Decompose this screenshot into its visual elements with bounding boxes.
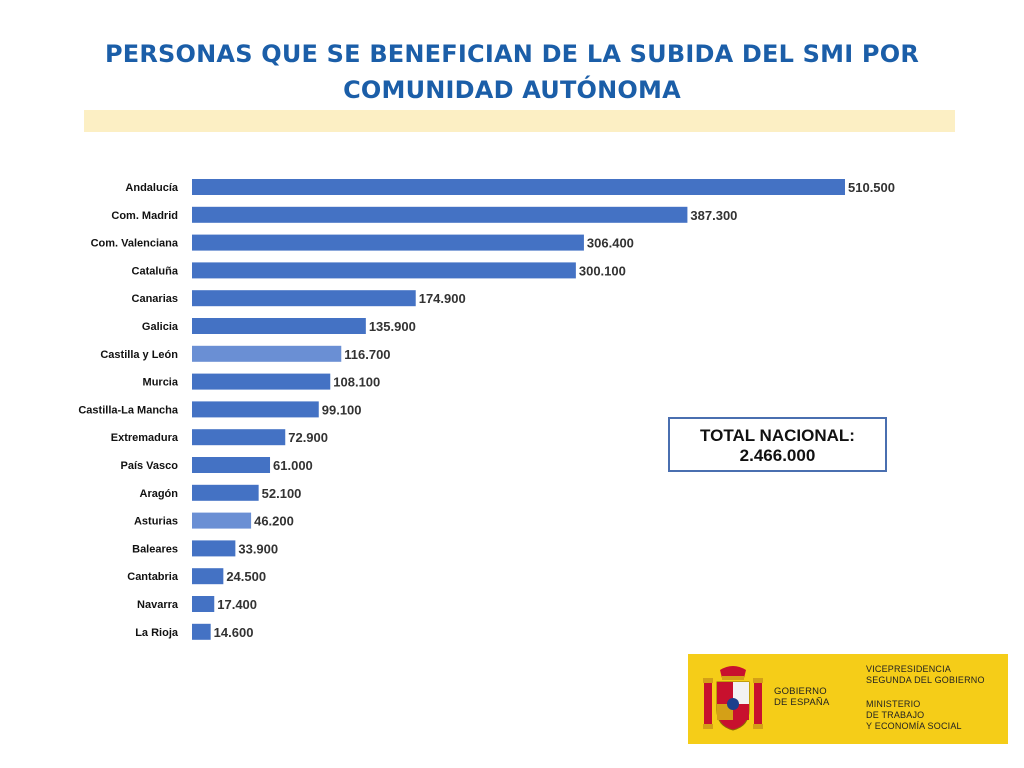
bar-castilla-y-leon (192, 345, 342, 362)
category-label-baleares: Baleares (132, 543, 178, 555)
total-nacional-box: TOTAL NACIONAL: 2.466.000 (668, 417, 887, 472)
gobierno-de-espana-text: GOBIERNO DE ESPAÑA (774, 686, 829, 708)
bar-pais-vasco (192, 457, 271, 473)
gov-line-2: DE ESPAÑA (774, 697, 830, 708)
value-label-andalucia: 510.500 (848, 180, 895, 195)
value-label-castilla-la-mancha: 99.100 (322, 402, 362, 417)
ministry-text: VICEPRESIDENCIA SEGUNDA DEL GOBIERNO MIN… (866, 664, 985, 732)
bar-navarra (192, 596, 215, 612)
vice-line-1: VICEPRESIDENCIA (866, 664, 952, 674)
bar-canarias (192, 290, 416, 307)
category-label-pais-vasco: País Vasco (121, 460, 179, 472)
value-label-canarias: 174.900 (419, 291, 466, 306)
category-label-cantabria: Cantabria (127, 571, 179, 583)
category-label-com-valenciana: Com. Valenciana (91, 238, 179, 250)
title-highlight-band (84, 110, 955, 132)
bar-castilla-la-mancha (192, 401, 319, 418)
bar-asturias (192, 512, 252, 529)
total-label: TOTAL NACIONAL: (700, 426, 855, 445)
gobierno-logo: GOBIERNO DE ESPAÑA VICEPRESIDENCIA SEGUN… (688, 654, 1008, 744)
value-label-la-rioja: 14.600 (214, 625, 254, 640)
value-label-asturias: 46.200 (254, 514, 294, 529)
chart-title: PERSONAS QUE SE BENEFICIAN DE LA SUBIDA … (60, 36, 964, 108)
value-label-murcia: 108.100 (333, 375, 380, 390)
coat-of-arms-icon (703, 666, 763, 731)
chart-title-line-2: COMUNIDAD AUTÓNOMA (343, 76, 681, 104)
category-label-navarra: Navarra (137, 599, 179, 611)
value-label-pais-vasco: 61.000 (273, 458, 313, 473)
gov-line-1: GOBIERNO (774, 686, 827, 697)
category-label-andalucia: Andalucía (125, 182, 178, 194)
value-label-cantabria: 24.500 (226, 569, 266, 584)
bar-andalucia (192, 179, 845, 195)
bar-cantabria (192, 568, 224, 585)
value-label-com-valenciana: 306.400 (587, 236, 634, 251)
bar-extremadura (192, 429, 286, 446)
category-label-asturias: Asturias (134, 516, 178, 528)
value-label-navarra: 17.400 (217, 597, 257, 612)
bar-aragon (192, 484, 259, 501)
category-label-extremadura: Extremadura (111, 432, 179, 444)
category-label-aragon: Aragón (140, 488, 179, 500)
value-label-galicia: 135.900 (369, 319, 416, 334)
category-label-la-rioja: La Rioja (135, 627, 179, 639)
category-label-castilla-la-mancha: Castilla-La Mancha (78, 404, 179, 416)
ministry-line-3: Y ECONOMÍA SOCIAL (866, 721, 962, 731)
ministry-line-2: DE TRABAJO (866, 710, 925, 720)
bar-murcia (192, 373, 331, 390)
ministry-line-1: MINISTERIO (866, 699, 921, 709)
total-value: 2.466.000 (739, 446, 816, 465)
bar-galicia (192, 318, 366, 334)
bar-com-madrid (192, 206, 688, 223)
value-label-cataluna: 300.100 (579, 263, 626, 278)
category-label-cataluna: Cataluña (132, 265, 179, 277)
chart-title-line-1: PERSONAS QUE SE BENEFICIAN DE LA SUBIDA … (104, 40, 919, 68)
category-label-castilla-y-leon: Castilla y León (100, 349, 178, 361)
bar-baleares (192, 540, 236, 557)
value-label-extremadura: 72.900 (288, 430, 328, 445)
vice-line-2: SEGUNDA DEL GOBIERNO (866, 675, 985, 685)
bar-la-rioja (192, 623, 211, 640)
value-label-aragon: 52.100 (262, 486, 302, 501)
bar-com-valenciana (192, 234, 584, 251)
value-label-castilla-y-leon: 116.700 (344, 347, 390, 362)
value-label-baleares: 33.900 (238, 541, 278, 556)
bar-cataluna (192, 262, 576, 279)
category-label-galicia: Galicia (142, 321, 179, 333)
value-label-com-madrid: 387.300 (690, 208, 737, 223)
category-label-murcia: Murcia (143, 377, 179, 389)
category-label-com-madrid: Com. Madrid (111, 210, 178, 222)
category-label-canarias: Canarias (132, 293, 178, 305)
